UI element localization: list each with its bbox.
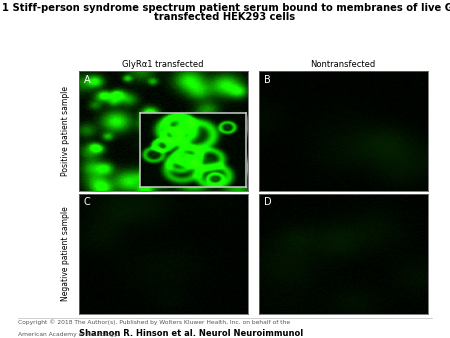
Text: C: C [84, 197, 90, 207]
Text: American Academy of Neurology.: American Academy of Neurology. [18, 332, 118, 337]
Text: Shannon R. Hinson et al. Neurol Neuroimmunol: Shannon R. Hinson et al. Neurol Neuroimm… [79, 329, 303, 338]
Text: Nontransfected: Nontransfected [310, 60, 376, 69]
Text: Negative patient sample: Negative patient sample [61, 206, 70, 301]
Text: Copyright © 2018 The Author(s). Published by Wolters Kluwer Health, Inc. on beha: Copyright © 2018 The Author(s). Publishe… [18, 319, 290, 325]
Text: B: B [264, 75, 270, 84]
Text: D: D [264, 197, 271, 207]
Text: Figure 1 Stiff-person syndrome spectrum patient serum bound to membranes of live: Figure 1 Stiff-person syndrome spectrum … [0, 3, 450, 14]
Text: GlyRα1 transfected: GlyRα1 transfected [122, 60, 204, 69]
Text: Positive patient sample: Positive patient sample [61, 86, 70, 176]
Text: A: A [84, 75, 90, 84]
Text: transfected HEK293 cells: transfected HEK293 cells [154, 12, 296, 22]
